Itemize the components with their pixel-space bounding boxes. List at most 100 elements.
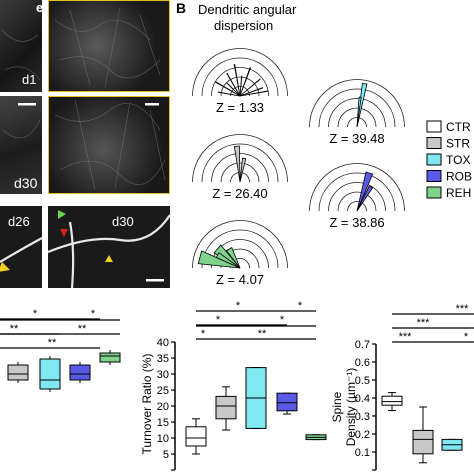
rose-petal xyxy=(225,247,241,269)
legend-label: ROB xyxy=(446,170,472,184)
y-tick-label: 40 xyxy=(157,337,169,349)
rose-ring xyxy=(192,220,288,269)
legend-swatch xyxy=(426,153,442,166)
rose-ring xyxy=(318,88,396,128)
y-tick-label: 0.4 xyxy=(355,393,370,405)
y-tick-label: 5 xyxy=(163,449,169,461)
image-label-d26: d26 xyxy=(8,214,30,229)
micrograph-texture xyxy=(1,7,166,191)
box xyxy=(215,395,237,420)
y-tick-label: 0.3 xyxy=(355,411,370,423)
legend-label: STR xyxy=(446,137,470,151)
rose-ring xyxy=(211,153,269,183)
z-score-label: Z = 38.86 xyxy=(329,215,384,230)
rose-petal xyxy=(239,90,269,97)
y-tick-label: 10 xyxy=(157,433,169,445)
y-tick-label: 35 xyxy=(157,353,169,365)
rose-plots: Z = 1.33 Z = 26.40 Z = 4.07 Z = 39.48 Z = 38… xyxy=(192,48,405,287)
legend-label: TOX xyxy=(446,153,470,167)
rose-plot-robot: Z = 38.86 xyxy=(309,163,405,230)
dendrite-lines xyxy=(0,214,171,289)
dendrite-image-d30 xyxy=(48,206,170,288)
significance-label: * xyxy=(280,314,285,326)
y-tick-label: 0.5 xyxy=(355,375,370,387)
significance-label: *** xyxy=(399,331,413,343)
panel-b-title-line1: Dendritic angular xyxy=(198,2,297,17)
rose-petal xyxy=(226,82,241,97)
box xyxy=(185,426,207,447)
arrowhead-marker xyxy=(105,255,113,262)
rose-petal xyxy=(226,72,241,97)
z-score-label: Z = 4.07 xyxy=(216,272,264,287)
micrograph-d1-right xyxy=(48,0,170,92)
y-tick-label: 0.2 xyxy=(355,429,370,441)
rose-petal xyxy=(239,78,261,97)
rose-petal xyxy=(356,96,362,128)
scale-bar xyxy=(146,279,164,282)
rose-ring xyxy=(328,182,386,212)
y-tick-label: 0.6 xyxy=(355,357,370,369)
significance-label: ** xyxy=(10,323,19,335)
rose-petal xyxy=(233,145,241,183)
micrograph-d30-right xyxy=(48,96,170,194)
rose-petal xyxy=(217,91,241,97)
y-tick-label: 15 xyxy=(157,417,169,429)
y-tick-label: 25 xyxy=(157,385,169,397)
y-tick-label: 30 xyxy=(157,369,169,381)
rose-petal xyxy=(215,81,241,97)
legend-swatch xyxy=(426,137,442,149)
rose-plot-str: Z = 26.40 xyxy=(192,134,288,201)
z-score-label: Z = 26.40 xyxy=(212,186,267,201)
z-score-label: Z = 1.33 xyxy=(216,100,264,115)
z-score-label: Z = 39.48 xyxy=(329,131,384,146)
significance-label: ** xyxy=(78,323,87,335)
significance-label: * xyxy=(236,300,241,312)
significance-label: ** xyxy=(48,337,57,349)
box xyxy=(412,429,434,455)
significance-label: * xyxy=(298,300,303,312)
panel-b-title-line2: dispersion xyxy=(214,18,273,33)
rose-ring xyxy=(328,98,386,128)
rose-ring xyxy=(337,191,377,212)
panel-letter-b: B xyxy=(176,0,186,16)
micrograph-d1-left xyxy=(0,0,42,92)
scale-bar xyxy=(145,103,159,106)
significance-label: * xyxy=(91,308,96,320)
rose-petal xyxy=(239,87,264,97)
rose-petal xyxy=(239,157,247,183)
significance-label: ** xyxy=(258,328,267,340)
legend-swatch xyxy=(426,170,442,182)
image-label-d30: d30 xyxy=(14,175,38,191)
y-axis-label: Turnover Ratio (%) xyxy=(140,354,154,455)
rose-ring xyxy=(201,143,279,183)
y-tick-label: 20 xyxy=(157,401,169,413)
box xyxy=(276,392,298,412)
box-chart-left: *** ***** xyxy=(0,308,121,392)
rose-plot-tox: Z = 39.48 xyxy=(309,79,405,146)
legend-label: REH xyxy=(446,186,471,200)
box-chart-spine-density: 0.1 0.2 0.3 0.4 0.5 0.6 0.7 Spine Density (µm⁻¹)… xyxy=(330,303,474,471)
rose-ring xyxy=(220,76,260,97)
rose-ring xyxy=(347,117,367,128)
significance-label: *** xyxy=(417,317,431,329)
rose-ring xyxy=(192,134,288,183)
significance-label: * xyxy=(464,331,469,343)
rose-ring xyxy=(309,163,405,212)
box xyxy=(7,364,29,381)
rose-petal xyxy=(356,185,374,212)
image-corner-letter: e xyxy=(36,0,43,15)
arrowhead-marker xyxy=(0,262,10,272)
box xyxy=(99,352,121,363)
micrograph-d30-left xyxy=(0,96,42,194)
image-label-d30-dend: d30 xyxy=(112,214,134,229)
dendrite-image-d26 xyxy=(0,206,42,288)
rose-ring xyxy=(192,48,288,97)
box xyxy=(381,395,403,406)
y-axis-label: Density (µm⁻¹) xyxy=(344,368,358,447)
arrowhead-marker xyxy=(58,210,66,219)
rose-petal xyxy=(356,171,374,212)
rose-ring xyxy=(201,57,279,97)
legend-label: CTR xyxy=(446,120,471,134)
rose-plot-rehab: Z = 4.07 xyxy=(192,220,288,287)
significance-label: * xyxy=(216,314,221,326)
